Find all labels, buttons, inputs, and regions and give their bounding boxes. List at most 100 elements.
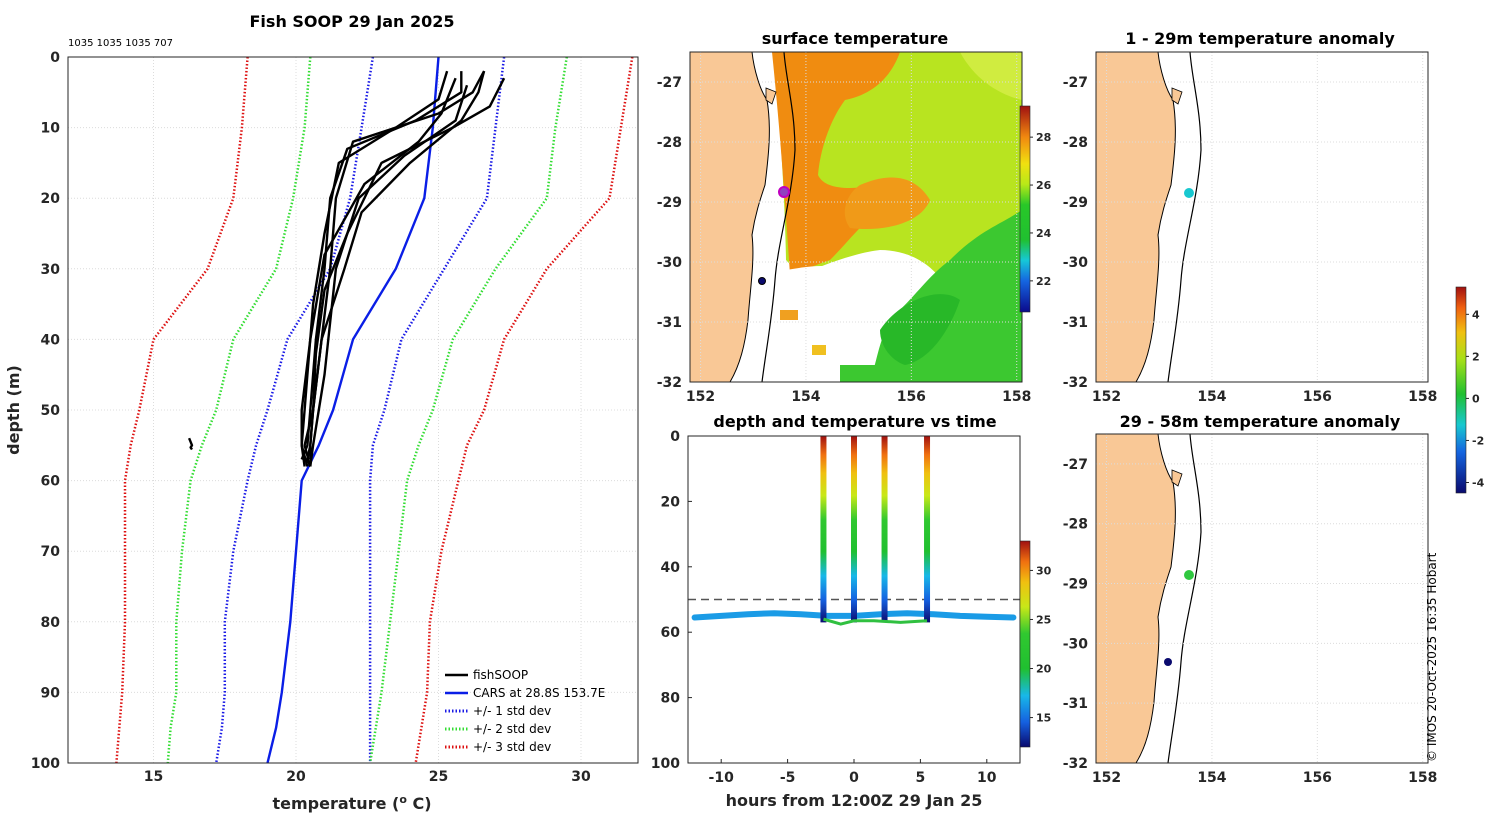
time-ytick-1: 20	[661, 494, 681, 510]
profile-series-fishsoop-2	[309, 77, 506, 460]
anom-bottom-shelf-contour	[1167, 434, 1202, 763]
anom-top-ytick-2: -29	[1063, 195, 1088, 211]
anom-bottom-ticks: 152 154 156 158 -27 -28 -29 -30 -31 -32	[1063, 457, 1438, 786]
anom-top-xtick-1: 154	[1197, 389, 1226, 405]
anomaly-colorbar	[1455, 286, 1467, 494]
time-xtick-2: 0	[849, 770, 859, 786]
profile-xtick-2: 25	[429, 769, 448, 785]
profile-series--1-std	[368, 57, 506, 763]
anom-bottom-point-1	[1184, 570, 1194, 580]
profile-ytick-7: 70	[41, 544, 61, 560]
time-xtick-4: 10	[977, 770, 997, 786]
sst-port-marker	[758, 277, 766, 285]
profile-xtick-3: 30	[571, 769, 591, 785]
time-xtick-0: -10	[709, 770, 735, 786]
anomaly-colorbar-ticks: 4 2 0 -2 -4	[1466, 308, 1485, 489]
time-xtick-1: -5	[780, 770, 796, 786]
legend-label-std1: +/- 1 std dev	[473, 704, 551, 718]
legend-label-std3: +/- 3 std dev	[473, 740, 551, 754]
anom-bottom-xtick-1: 154	[1197, 770, 1226, 786]
anom-bottom-ytick-4: -31	[1063, 696, 1088, 712]
sst-map-ytick-0: -27	[657, 75, 682, 91]
profile-series-fishsoop-5	[300, 70, 449, 467]
time-ytick-4: 80	[661, 691, 681, 707]
anom-top-point	[1184, 188, 1194, 198]
profile-ytick-5: 50	[41, 403, 61, 419]
time-ytick-0: 0	[670, 429, 680, 445]
sst-field-warm	[772, 52, 916, 275]
legend-label-fishsoop: fishSOOP	[473, 668, 528, 682]
anom-bottom-point-2	[1164, 658, 1172, 666]
sst-island	[765, 87, 777, 105]
anom-top-land	[1096, 52, 1176, 382]
profile-series-fishsoop-4	[300, 71, 463, 460]
anom-top-ytick-1: -28	[1063, 135, 1088, 151]
anom-top-island	[1171, 87, 1183, 105]
legend-label-std2: +/- 2 std dev	[473, 722, 551, 736]
sst-fishsoop-site	[778, 186, 790, 198]
time-ytick-5: 100	[651, 756, 680, 772]
profile-ytick-4: 40	[41, 332, 61, 348]
sst-map-ytick-3: -30	[657, 255, 683, 271]
anom-bottom-frame	[1095, 433, 1429, 764]
time-ytick-2: 40	[661, 560, 681, 576]
sst-colorbar	[1019, 105, 1031, 313]
time-colorbar-ticklabel-2: 20	[1036, 663, 1052, 676]
time-colorbar	[1019, 540, 1031, 748]
profile-series--3-std	[115, 57, 249, 763]
credit-text: © IMOS 20-Oct-2025 16:35 Hobart	[1425, 552, 1439, 762]
profile-ticks: 15 20 25 30 0 10 20 30 40 50 60 70 80 90 100	[31, 50, 591, 785]
time-plot-marks	[688, 436, 1020, 626]
profile-lines	[115, 57, 634, 763]
sst-field-warm-eddy	[844, 177, 930, 230]
profile-ytick-2: 20	[41, 191, 61, 207]
anom-bottom-ytick-5: -32	[1063, 756, 1088, 772]
profile-series--3-std	[414, 57, 634, 763]
anom-bottom-land	[1096, 434, 1176, 763]
time-cast-2	[881, 436, 888, 623]
time-colorbar-ticklabel-3: 15	[1036, 712, 1051, 725]
anom-top-ticks: 152 154 156 158 -27 -28 -29 -30 -31 -32	[1063, 75, 1438, 405]
sst-field-speck1	[780, 310, 798, 320]
time-cast-3	[924, 436, 931, 623]
time-colorbar-ticklabel-1: 25	[1036, 613, 1051, 626]
anom-top-ytick-0: -27	[1063, 75, 1088, 91]
sst-map-ytick-2: -29	[657, 195, 682, 211]
profile-xtick-0: 15	[144, 769, 163, 785]
sst-map-ticks: 152 154 156 158 -27 -28 -29 -30 -31 -32	[657, 75, 1032, 405]
sst-field-green-eddy	[880, 294, 960, 365]
sst-shelf-contour	[761, 52, 796, 382]
anom-bottom-ytick-0: -27	[1063, 457, 1088, 473]
time-plot-title: depth and temperature vs time	[713, 412, 996, 431]
anom-top-xtick-2: 156	[1303, 389, 1332, 405]
sst-field-patch	[840, 365, 895, 382]
profile-ytick-1: 10	[41, 121, 61, 137]
sst-map-title: surface temperature	[762, 29, 949, 48]
profile-legend: fishSOOP CARS at 28.8S 153.7E +/- 1 std …	[445, 668, 605, 754]
sst-map-area	[690, 52, 1022, 382]
sst-map-ytick-1: -28	[657, 135, 682, 151]
profile-series--2-std	[368, 57, 569, 763]
profile-xlabel: temperature (o C)	[272, 793, 431, 813]
profile-ytick-3: 30	[41, 262, 61, 278]
anom-bottom-ytick-2: -29	[1063, 577, 1088, 593]
sst-colorbar-ticklabel-0: 28	[1036, 131, 1051, 144]
time-cast-bottom-trace	[823, 617, 928, 626]
sst-field-speck2	[812, 345, 826, 355]
cast-counts: 1035 1035 1035 707	[68, 38, 173, 49]
legend-label-cars: CARS at 28.8S 153.7E	[473, 686, 605, 700]
sst-map-xtick-1: 154	[791, 389, 820, 405]
profile-series-fishsoop-7	[309, 84, 469, 467]
sst-field-cool-ne	[960, 52, 1022, 100]
anom-bottom-island	[1171, 469, 1183, 487]
profile-series-fishsoop-8	[187, 437, 194, 451]
anom-top-xtick-3: 158	[1408, 389, 1437, 405]
profile-xtick-1: 20	[286, 769, 306, 785]
anom-bottom-map-area	[1096, 434, 1202, 763]
time-xtick-3: 5	[916, 770, 926, 786]
anom-top-title: 1 - 29m temperature anomaly	[1125, 29, 1395, 48]
anom-top-map-area	[1096, 52, 1202, 382]
profile-series-cars-at-28-8s-153-7e	[266, 57, 440, 763]
